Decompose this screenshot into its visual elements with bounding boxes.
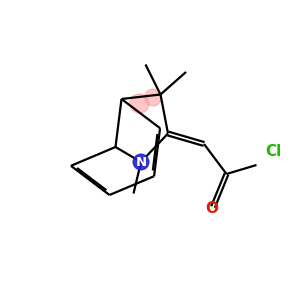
- Circle shape: [133, 154, 149, 170]
- Text: Cl: Cl: [265, 144, 281, 159]
- Circle shape: [130, 94, 149, 113]
- Circle shape: [145, 89, 161, 106]
- Text: O: O: [205, 201, 218, 216]
- Text: N: N: [135, 155, 147, 169]
